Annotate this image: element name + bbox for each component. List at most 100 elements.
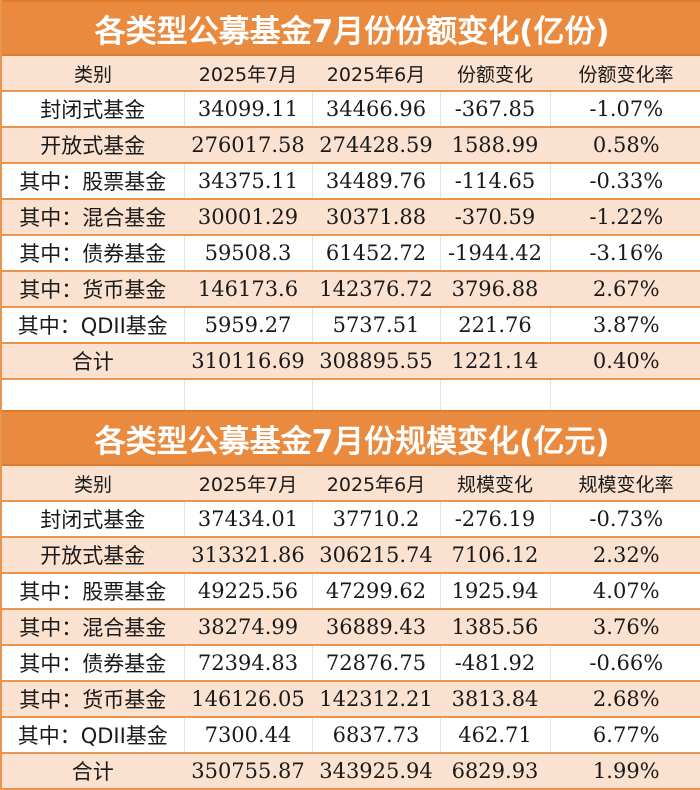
june-value: 6837.73 bbox=[312, 717, 441, 754]
category-cell: 合计 bbox=[2, 343, 185, 380]
june-value: 30371.88 bbox=[312, 199, 441, 236]
change-value: 6829.93 bbox=[440, 753, 551, 790]
july-value: 49225.56 bbox=[184, 573, 313, 610]
rate-value: 1.99% bbox=[550, 753, 700, 790]
table-row: 其中：股票基金 34375.11 34489.76 -114.65 -0.33% bbox=[2, 163, 700, 200]
empty-cell bbox=[184, 379, 313, 410]
header-rate: 规模变化率 bbox=[550, 465, 700, 502]
table-row: 其中：股票基金 49225.56 47299.62 1925.94 4.07% bbox=[2, 573, 700, 610]
rate-value: -1.07% bbox=[550, 91, 700, 128]
rate-value: -0.66% bbox=[550, 645, 700, 682]
june-value: 274428.59 bbox=[312, 127, 441, 164]
empty-cell bbox=[312, 379, 441, 410]
table-row: 封闭式基金 34099.11 34466.96 -367.85 -1.07% bbox=[2, 91, 700, 128]
change-value: -481.92 bbox=[440, 645, 551, 682]
july-value: 37434.01 bbox=[184, 501, 313, 538]
rate-value: 0.58% bbox=[550, 127, 700, 164]
table-row: 其中：QDII基金 7300.44 6837.73 462.71 6.77% bbox=[2, 717, 700, 754]
june-value: 61452.72 bbox=[312, 235, 441, 272]
july-value: 34375.11 bbox=[184, 163, 313, 200]
table-row: 合计 350755.87 343925.94 6829.93 1.99% bbox=[2, 753, 700, 790]
june-value: 142312.21 bbox=[312, 681, 441, 718]
change-value: 1221.14 bbox=[440, 343, 551, 380]
table-row: 其中：混合基金 30001.29 30371.88 -370.59 -1.22% bbox=[2, 199, 700, 236]
table-title: 各类型公募基金7月份份额变化(亿份) bbox=[2, 0, 700, 56]
share-change-table: 各类型公募基金7月份份额变化(亿份) 类别 2025年7月 2025年6月 份额变化 份额… bbox=[2, 0, 700, 410]
june-value: 72876.75 bbox=[312, 645, 441, 682]
rate-value: 3.87% bbox=[550, 307, 700, 344]
change-value: 1385.56 bbox=[440, 609, 551, 646]
header-june: 2025年6月 bbox=[312, 55, 440, 92]
july-value: 38274.99 bbox=[184, 609, 313, 646]
header-row: 类别 2025年7月 2025年6月 份额变化 份额变化率 bbox=[2, 55, 700, 92]
change-value: 1588.99 bbox=[440, 127, 551, 164]
change-value: 3796.88 bbox=[440, 271, 551, 308]
empty-cell bbox=[440, 379, 551, 410]
change-value: -1944.42 bbox=[440, 235, 551, 272]
header-category: 类别 bbox=[2, 465, 184, 502]
rate-value: 2.68% bbox=[550, 681, 700, 718]
table-row: 开放式基金 313321.86 306215.74 7106.12 2.32% bbox=[2, 537, 700, 574]
rate-value: -0.73% bbox=[550, 501, 700, 538]
july-value: 350755.87 bbox=[184, 753, 313, 790]
rate-value: 3.76% bbox=[550, 609, 700, 646]
table-row: 开放式基金 276017.58 274428.59 1588.99 0.58% bbox=[2, 127, 700, 164]
spacer-row bbox=[2, 379, 700, 410]
table-row: 合计 310116.69 308895.55 1221.14 0.40% bbox=[2, 343, 700, 380]
header-july: 2025年7月 bbox=[184, 55, 312, 92]
june-value: 37710.2 bbox=[312, 501, 441, 538]
category-cell: 其中：股票基金 bbox=[2, 163, 185, 200]
table-row: 其中：QDII基金 5959.27 5737.51 221.76 3.87% bbox=[2, 307, 700, 344]
rate-value: 6.77% bbox=[550, 717, 700, 754]
header-rate: 份额变化率 bbox=[550, 55, 700, 92]
july-value: 146126.05 bbox=[184, 681, 313, 718]
july-value: 30001.29 bbox=[184, 199, 313, 236]
table-row: 其中：货币基金 146126.05 142312.21 3813.84 2.68% bbox=[2, 681, 700, 718]
change-value: 7106.12 bbox=[440, 537, 551, 574]
empty-cell bbox=[550, 379, 700, 410]
table-row: 其中：货币基金 146173.6 142376.72 3796.88 2.67% bbox=[2, 271, 700, 308]
july-value: 310116.69 bbox=[184, 343, 313, 380]
scale-change-table: 各类型公募基金7月份规模变化(亿元) 类别 2025年7月 2025年6月 规模变化 规模… bbox=[2, 410, 700, 790]
table-row: 封闭式基金 37434.01 37710.2 -276.19 -0.73% bbox=[2, 501, 700, 538]
category-cell: 其中：债券基金 bbox=[2, 235, 185, 272]
june-value: 308895.55 bbox=[312, 343, 441, 380]
category-cell: 其中：QDII基金 bbox=[2, 717, 185, 754]
table-title-row: 各类型公募基金7月份份额变化(亿份) bbox=[2, 0, 700, 56]
june-value: 343925.94 bbox=[312, 753, 441, 790]
rate-value: 2.67% bbox=[550, 271, 700, 308]
july-value: 313321.86 bbox=[184, 537, 313, 574]
category-cell: 合计 bbox=[2, 753, 185, 790]
july-value: 72394.83 bbox=[184, 645, 313, 682]
june-value: 34489.76 bbox=[312, 163, 441, 200]
change-value: -114.65 bbox=[440, 163, 551, 200]
category-cell: 其中：混合基金 bbox=[2, 609, 185, 646]
header-change: 份额变化 bbox=[440, 55, 550, 92]
category-cell: 其中：股票基金 bbox=[2, 573, 185, 610]
table-title: 各类型公募基金7月份规模变化(亿元) bbox=[2, 410, 700, 466]
june-value: 5737.51 bbox=[312, 307, 441, 344]
table-row: 其中：混合基金 38274.99 36889.43 1385.56 3.76% bbox=[2, 609, 700, 646]
june-value: 36889.43 bbox=[312, 609, 441, 646]
header-category: 类别 bbox=[2, 55, 184, 92]
header-june: 2025年6月 bbox=[312, 465, 440, 502]
rate-value: 4.07% bbox=[550, 573, 700, 610]
header-july: 2025年7月 bbox=[184, 465, 312, 502]
change-value: 1925.94 bbox=[440, 573, 551, 610]
empty-cell bbox=[2, 379, 185, 410]
category-cell: 其中：QDII基金 bbox=[2, 307, 185, 344]
table-row: 其中：债券基金 59508.3 61452.72 -1944.42 -3.16% bbox=[2, 235, 700, 272]
category-cell: 开放式基金 bbox=[2, 537, 185, 574]
change-value: -367.85 bbox=[440, 91, 551, 128]
june-value: 306215.74 bbox=[312, 537, 441, 574]
category-cell: 其中：货币基金 bbox=[2, 271, 185, 308]
july-value: 276017.58 bbox=[184, 127, 313, 164]
category-cell: 其中：混合基金 bbox=[2, 199, 185, 236]
rate-value: -3.16% bbox=[550, 235, 700, 272]
table-title-row: 各类型公募基金7月份规模变化(亿元) bbox=[2, 410, 700, 466]
july-value: 7300.44 bbox=[184, 717, 313, 754]
change-value: 462.71 bbox=[440, 717, 551, 754]
change-value: 221.76 bbox=[440, 307, 551, 344]
change-value: 3813.84 bbox=[440, 681, 551, 718]
